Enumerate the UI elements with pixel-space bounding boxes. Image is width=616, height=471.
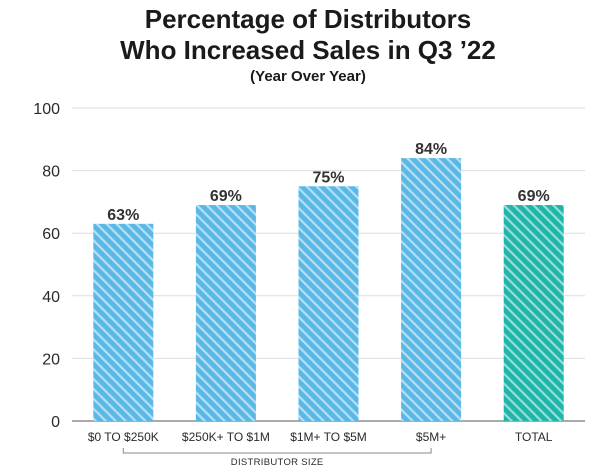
bars: [93, 158, 564, 421]
y-tick-label: 0: [51, 414, 60, 431]
bar: [195, 205, 256, 421]
y-tick-label: 80: [42, 164, 60, 181]
bar-value-label: 84%: [415, 141, 447, 158]
bar-value-label: 69%: [518, 188, 550, 205]
bar: [503, 205, 564, 421]
chart-title-block: Percentage of Distributors Who Increased…: [0, 4, 616, 87]
bar: [298, 186, 359, 421]
group-label: DISTRIBUTOR SIZE: [231, 457, 324, 468]
y-tick-label: 20: [42, 351, 60, 368]
x-axis-group-bracket: DISTRIBUTOR SIZE: [122, 448, 432, 468]
x-category-label: $0 TO $250K: [88, 430, 159, 444]
y-axis-ticks: 0 20 40 60 80 100: [33, 101, 60, 431]
chart-title-line-1: Percentage of Distributors: [144, 4, 472, 34]
chart-subtitle: (Year Over Year): [250, 68, 366, 85]
y-tick-label: 40: [42, 289, 60, 306]
y-tick-label: 60: [42, 226, 60, 243]
y-tick-label: 100: [33, 101, 60, 118]
data-labels: 63% 69% 75% 84% 69%: [107, 141, 549, 224]
x-category-label: TOTAL: [515, 430, 553, 444]
bar-value-label: 69%: [210, 188, 242, 205]
x-axis-categories: $0 TO $250K $250K+ TO $1M $1M+ TO $5M $5M+ T…: [88, 430, 553, 444]
chart-title-line-2: Who Increased Sales in Q3 ’22: [120, 35, 496, 65]
x-category-label: $1M+ TO $5M: [290, 430, 367, 444]
bar-value-label: 63%: [107, 207, 139, 224]
x-category-label: $5M+: [416, 430, 446, 444]
bar-value-label: 75%: [312, 169, 344, 186]
group-bracket: [122, 448, 432, 454]
x-category-label: $250K+ TO $1M: [182, 430, 270, 444]
bar: [401, 158, 462, 421]
bar: [93, 223, 154, 421]
